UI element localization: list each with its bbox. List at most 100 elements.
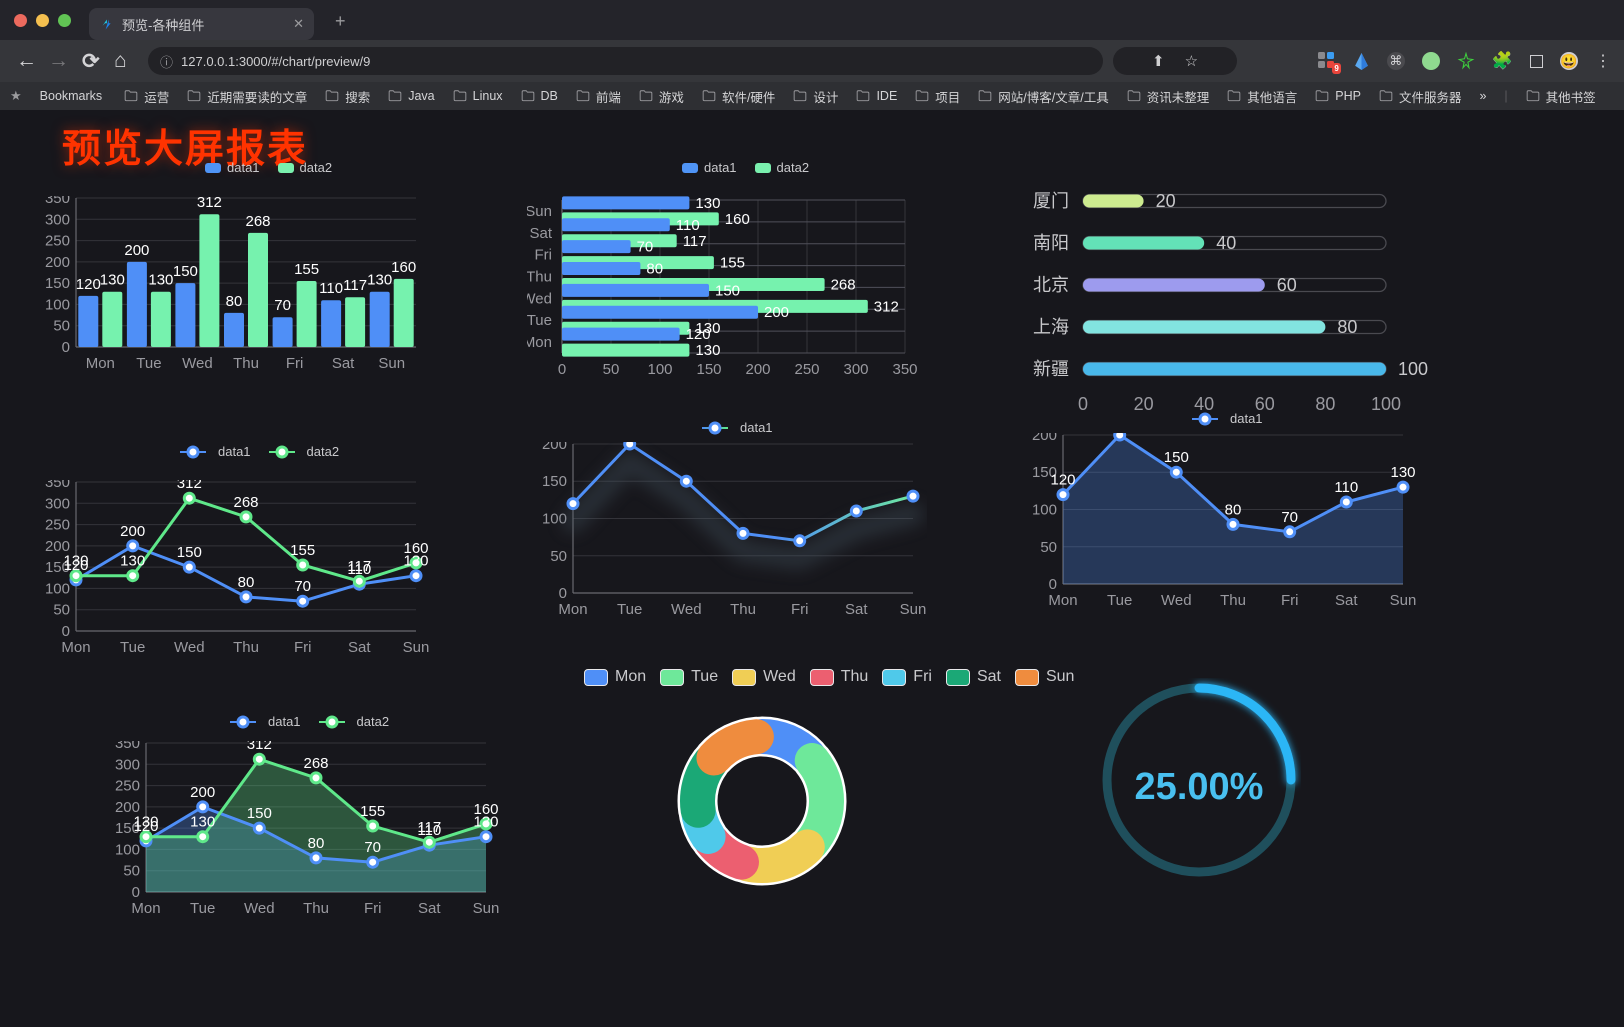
svg-text:Mon: Mon (61, 639, 90, 656)
svg-text:Tue: Tue (136, 355, 161, 372)
svg-text:100: 100 (115, 841, 140, 858)
svg-text:Sat: Sat (529, 225, 552, 242)
svg-text:Tue: Tue (190, 900, 215, 917)
svg-text:268: 268 (245, 213, 270, 230)
svg-text:80: 80 (226, 293, 243, 310)
svg-text:Tue: Tue (527, 312, 552, 329)
svg-text:312: 312 (197, 196, 222, 211)
svg-text:350: 350 (45, 196, 70, 207)
svg-text:Thu: Thu (1220, 592, 1246, 609)
svg-text:100: 100 (45, 296, 70, 313)
svg-text:Fri: Fri (791, 601, 809, 618)
svg-text:南阳: 南阳 (1033, 233, 1069, 253)
svg-text:0: 0 (132, 884, 140, 901)
svg-text:250: 250 (45, 517, 70, 534)
svg-text:50: 50 (123, 863, 140, 880)
svg-text:117: 117 (683, 233, 707, 250)
svg-text:Wed: Wed (244, 900, 275, 917)
svg-text:60: 60 (1277, 275, 1297, 295)
svg-text:Tue: Tue (617, 601, 642, 618)
svg-text:312: 312 (177, 480, 202, 492)
svg-text:250: 250 (45, 233, 70, 250)
svg-text:70: 70 (364, 839, 381, 856)
svg-text:200: 200 (124, 242, 149, 259)
svg-text:70: 70 (294, 578, 311, 595)
svg-text:300: 300 (843, 361, 868, 378)
svg-text:250: 250 (115, 778, 140, 795)
svg-text:120: 120 (1050, 472, 1075, 489)
svg-text:70: 70 (637, 239, 654, 256)
svg-text:150: 150 (696, 361, 721, 378)
svg-text:Mon: Mon (527, 334, 552, 351)
svg-text:100: 100 (1032, 502, 1057, 519)
svg-text:50: 50 (550, 548, 567, 565)
svg-text:新疆: 新疆 (1033, 359, 1069, 379)
svg-text:厦门: 厦门 (1033, 191, 1069, 211)
svg-text:130: 130 (63, 553, 88, 570)
svg-text:北京: 北京 (1033, 275, 1069, 295)
svg-text:155: 155 (290, 542, 315, 559)
svg-text:130: 130 (367, 272, 392, 289)
svg-text:100: 100 (1398, 359, 1428, 379)
svg-text:40: 40 (1216, 233, 1236, 253)
svg-text:350: 350 (45, 480, 70, 491)
svg-text:117: 117 (347, 558, 371, 575)
svg-text:Sat: Sat (1335, 592, 1358, 609)
svg-text:Thu: Thu (233, 639, 259, 656)
svg-text:Sun: Sun (473, 900, 500, 917)
svg-text:120: 120 (686, 326, 711, 343)
svg-text:Mon: Mon (86, 355, 115, 372)
svg-text:100: 100 (647, 361, 672, 378)
svg-text:80: 80 (646, 261, 663, 278)
svg-text:200: 200 (120, 523, 145, 540)
svg-text:150: 150 (1164, 449, 1189, 466)
svg-text:50: 50 (53, 602, 70, 619)
svg-text:160: 160 (473, 801, 498, 818)
svg-text:Sun: Sun (900, 601, 927, 618)
svg-text:Wed: Wed (174, 639, 205, 656)
svg-text:312: 312 (247, 741, 272, 753)
svg-text:Tue: Tue (120, 639, 145, 656)
svg-text:300: 300 (45, 495, 70, 512)
svg-text:110: 110 (1334, 479, 1358, 496)
svg-text:Mon: Mon (131, 900, 160, 917)
svg-text:100: 100 (45, 580, 70, 597)
svg-text:Sat: Sat (845, 601, 868, 618)
svg-text:268: 268 (831, 277, 856, 294)
svg-text:Sat: Sat (348, 639, 371, 656)
svg-text:Thu: Thu (730, 601, 756, 618)
svg-text:Sun: Sun (403, 639, 430, 656)
svg-text:155: 155 (360, 803, 385, 820)
svg-text:Wed: Wed (1161, 592, 1192, 609)
svg-text:70: 70 (1281, 509, 1298, 526)
svg-text:200: 200 (190, 784, 215, 801)
svg-text:Wed: Wed (671, 601, 702, 618)
svg-text:200: 200 (1032, 433, 1057, 444)
svg-text:Fri: Fri (535, 247, 553, 264)
svg-text:上海: 上海 (1033, 317, 1069, 337)
svg-text:150: 150 (247, 805, 272, 822)
svg-text:Wed: Wed (527, 290, 552, 307)
svg-text:312: 312 (874, 298, 899, 315)
svg-text:130: 130 (1390, 464, 1415, 481)
svg-text:117: 117 (343, 277, 367, 294)
svg-text:117: 117 (417, 819, 441, 836)
svg-text:Sun: Sun (527, 203, 552, 220)
svg-text:80: 80 (238, 574, 255, 591)
svg-text:200: 200 (45, 254, 70, 271)
svg-text:80: 80 (1337, 317, 1357, 337)
svg-text:0: 0 (62, 339, 70, 356)
svg-text:0: 0 (1049, 576, 1057, 593)
svg-text:0: 0 (62, 623, 70, 640)
svg-text:Sun: Sun (1390, 592, 1417, 609)
svg-text:Thu: Thu (527, 269, 552, 286)
svg-text:110: 110 (676, 217, 700, 234)
svg-text:Fri: Fri (294, 639, 312, 656)
svg-text:268: 268 (233, 494, 258, 511)
svg-text:268: 268 (303, 755, 328, 772)
svg-text:Thu: Thu (303, 900, 329, 917)
svg-text:110: 110 (319, 280, 343, 297)
svg-text:Sun: Sun (378, 355, 405, 372)
svg-text:120: 120 (76, 276, 101, 293)
svg-text:70: 70 (274, 297, 291, 314)
